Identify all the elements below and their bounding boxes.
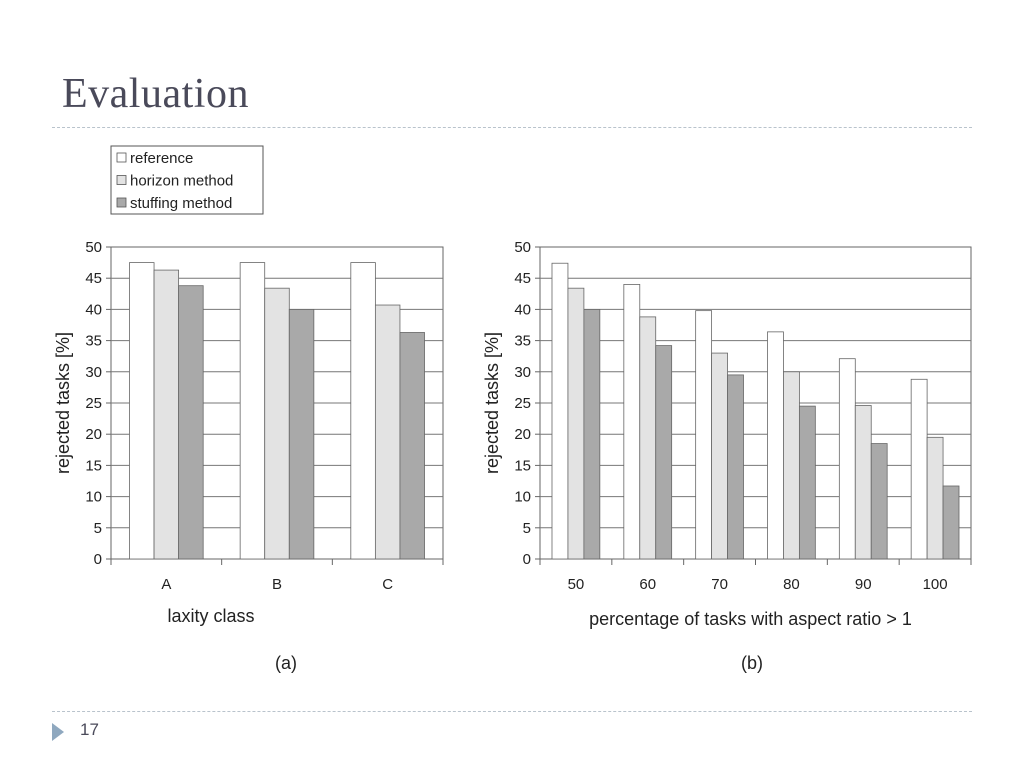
y-tick-label: 30 [514, 364, 531, 381]
y-tick-label: 0 [94, 551, 102, 568]
y-tick-label: 35 [85, 333, 102, 350]
bar-80-0 [767, 331, 784, 560]
bar-50-0 [551, 262, 569, 560]
x-tick-label: 70 [711, 576, 728, 593]
y-tick-label: 20 [85, 426, 102, 443]
bar-C-1 [374, 304, 401, 560]
legend-swatch-2 [116, 197, 127, 208]
bar-100-1 [926, 436, 944, 560]
bar-70-2 [727, 374, 744, 560]
bottom-divider [52, 711, 972, 712]
bar-A-1 [153, 269, 180, 560]
y-tick-label: 45 [514, 270, 531, 287]
bar-50-2 [583, 308, 601, 560]
y-tick-label: 25 [85, 395, 102, 412]
bar-60-0 [623, 284, 641, 560]
bar-90-1 [854, 405, 872, 560]
y-tick-label: 40 [514, 301, 531, 318]
y-tick-label: 20 [514, 426, 531, 443]
y-tick-label: 30 [85, 364, 102, 381]
x-tick-label: B [272, 576, 282, 593]
x-tick-label: C [382, 576, 393, 593]
bar-90-0 [838, 358, 856, 560]
legend-swatch-1 [116, 175, 127, 185]
y-tick-label: 25 [514, 395, 531, 412]
y-tick-label: 35 [514, 333, 531, 350]
y-axis-label: rejected tasks [%] [53, 332, 73, 474]
chart-caption: (b) [741, 653, 763, 673]
y-tick-label: 50 [85, 239, 102, 256]
bar-B-2 [288, 308, 315, 560]
legend-box [110, 145, 264, 215]
bar-100-2 [942, 485, 960, 560]
bar-C-2 [399, 332, 425, 560]
bar-B-0 [239, 262, 266, 560]
y-tick-label: 15 [514, 457, 531, 474]
page-number: 17 [80, 720, 99, 739]
y-tick-label: 15 [85, 457, 102, 474]
bar-B-1 [264, 287, 290, 560]
bar-60-2 [655, 345, 673, 560]
bar-80-1 [783, 371, 800, 560]
legend-label-2: stuffing method [130, 195, 232, 212]
bar-C-0 [350, 262, 376, 560]
bar-80-2 [798, 405, 816, 560]
y-tick-label: 50 [514, 239, 531, 256]
slide-title: Evaluation [62, 71, 249, 117]
bar-50-1 [567, 287, 585, 560]
y-tick-label: 45 [85, 270, 102, 287]
legend-swatch-0 [116, 152, 127, 163]
x-tick-label: 90 [855, 576, 872, 593]
y-tick-label: 10 [514, 489, 531, 506]
y-tick-label: 10 [85, 489, 102, 506]
x-tick-label: 80 [783, 576, 800, 593]
y-tick-label: 5 [523, 520, 531, 537]
bar-70-1 [711, 352, 728, 560]
bar-60-1 [639, 316, 657, 560]
y-tick-label: 5 [94, 520, 102, 537]
bar-A-2 [178, 285, 204, 560]
top-divider [52, 127, 972, 128]
x-tick-label: A [161, 576, 171, 593]
page-marker-icon [52, 723, 64, 741]
y-tick-label: 0 [523, 551, 531, 568]
y-axis-label: rejected tasks [%] [482, 332, 502, 474]
bar-A-0 [129, 262, 155, 560]
legend-label-1: horizon method [130, 173, 233, 190]
chart-caption: (a) [275, 653, 297, 673]
bar-100-0 [910, 378, 928, 560]
x-axis-label: percentage of tasks with aspect ratio > … [589, 609, 912, 629]
y-tick-label: 40 [85, 301, 102, 318]
x-axis-label: laxity class [167, 606, 254, 626]
x-tick-label: 50 [568, 576, 585, 593]
bar-90-2 [870, 443, 888, 560]
x-tick-label: 100 [923, 576, 948, 593]
legend-label-0: reference [130, 150, 193, 167]
x-tick-label: 60 [639, 576, 656, 593]
bar-70-0 [695, 310, 713, 560]
